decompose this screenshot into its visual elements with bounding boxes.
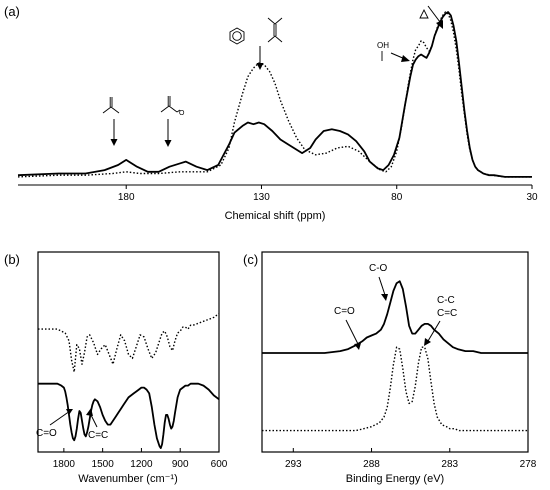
panel-c-tick-label-0: 293 [285, 459, 302, 470]
epoxide-structure-icon [419, 8, 429, 19]
panel-a-tick-label-2: 80 [391, 192, 403, 203]
panel-b-tick-label-2: 1200 [130, 459, 153, 470]
cc-label-b: C=C [88, 430, 108, 441]
co-single-arrow-c [378, 276, 388, 301]
panel-a-xlabel: Chemical shift (ppm) [225, 210, 326, 222]
ester-oxygen-label: O [179, 110, 185, 117]
panel-b: (b) 1800 1500 1200 900 600 Wavenumber (cm⁻¹)… [4, 251, 228, 485]
panel-a-tick-label-3: 30 [526, 192, 538, 203]
cc-arrow-c [424, 320, 441, 346]
alkene-structure-icon [267, 17, 283, 43]
panel-b-tick-label-1: 1500 [92, 459, 115, 470]
panel-b-series-dotted [38, 312, 220, 373]
panel-a-tick-label-0: 180 [118, 192, 135, 203]
cc-double-label-c: C=C [437, 308, 457, 319]
panel-c-series-dotted [262, 346, 528, 432]
panel-c-ticks: 293 288 283 278 [285, 448, 537, 470]
panel-c: (c) 293 288 283 278 Binding Energy (eV) C=O… [243, 251, 537, 485]
panel-c-series [262, 280, 528, 432]
ester-arrow [164, 119, 172, 147]
ester-structure-icon [160, 96, 181, 113]
panel-b-ticks: 1800 1500 1200 900 600 [53, 448, 228, 470]
aromatic-arrow [256, 46, 264, 70]
oh-label: OH [377, 41, 389, 50]
panel-b-xlabel: Wavenumber (cm⁻¹) [78, 473, 178, 485]
panel-c-frame [261, 251, 529, 453]
ketone-structure-icon [102, 97, 120, 114]
oh-arrow [390, 52, 410, 62]
co-arrow-b [49, 409, 73, 426]
panel-b-series [38, 312, 220, 449]
panel-c-tick-label-2: 283 [441, 459, 458, 470]
co-double-label-c: C=O [334, 306, 355, 317]
panel-c-xlabel: Binding Energy (eV) [346, 473, 444, 485]
panel-c-tick-label-1: 288 [363, 459, 380, 470]
panel-c-tick-label-3: 278 [520, 459, 537, 470]
panel-a-ticks: 180 130 80 30 [118, 185, 538, 203]
co-single-label-c: C-O [369, 263, 388, 274]
cc-single-label-c: C-C [437, 295, 455, 306]
panel-a-label: (a) [4, 4, 20, 19]
co-label-b: C=O [36, 428, 57, 439]
panel-b-label: (b) [4, 252, 20, 267]
cc-arrow-b [86, 408, 98, 428]
ketone-arrow [110, 119, 118, 146]
panel-a-series-dotted [17, 11, 532, 178]
epoxide-arrow [427, 5, 443, 29]
panel-b-series-solid [38, 382, 220, 449]
benzene-structure-icon [229, 27, 245, 45]
panel-b-tick-label-0: 1800 [53, 459, 76, 470]
panel-a: (a) 180 130 80 30 Chemical shift (ppm) O [4, 4, 538, 222]
panel-b-tick-label-3: 900 [172, 459, 189, 470]
panel-c-series-solid [262, 280, 528, 354]
panel-c-label: (c) [243, 252, 258, 267]
co-double-arrow-c [345, 319, 361, 350]
panel-a-series [17, 11, 532, 178]
panel-b-frame [37, 251, 220, 453]
panel-b-tick-label-4: 600 [211, 459, 228, 470]
panel-a-tick-label-1: 130 [253, 192, 270, 203]
